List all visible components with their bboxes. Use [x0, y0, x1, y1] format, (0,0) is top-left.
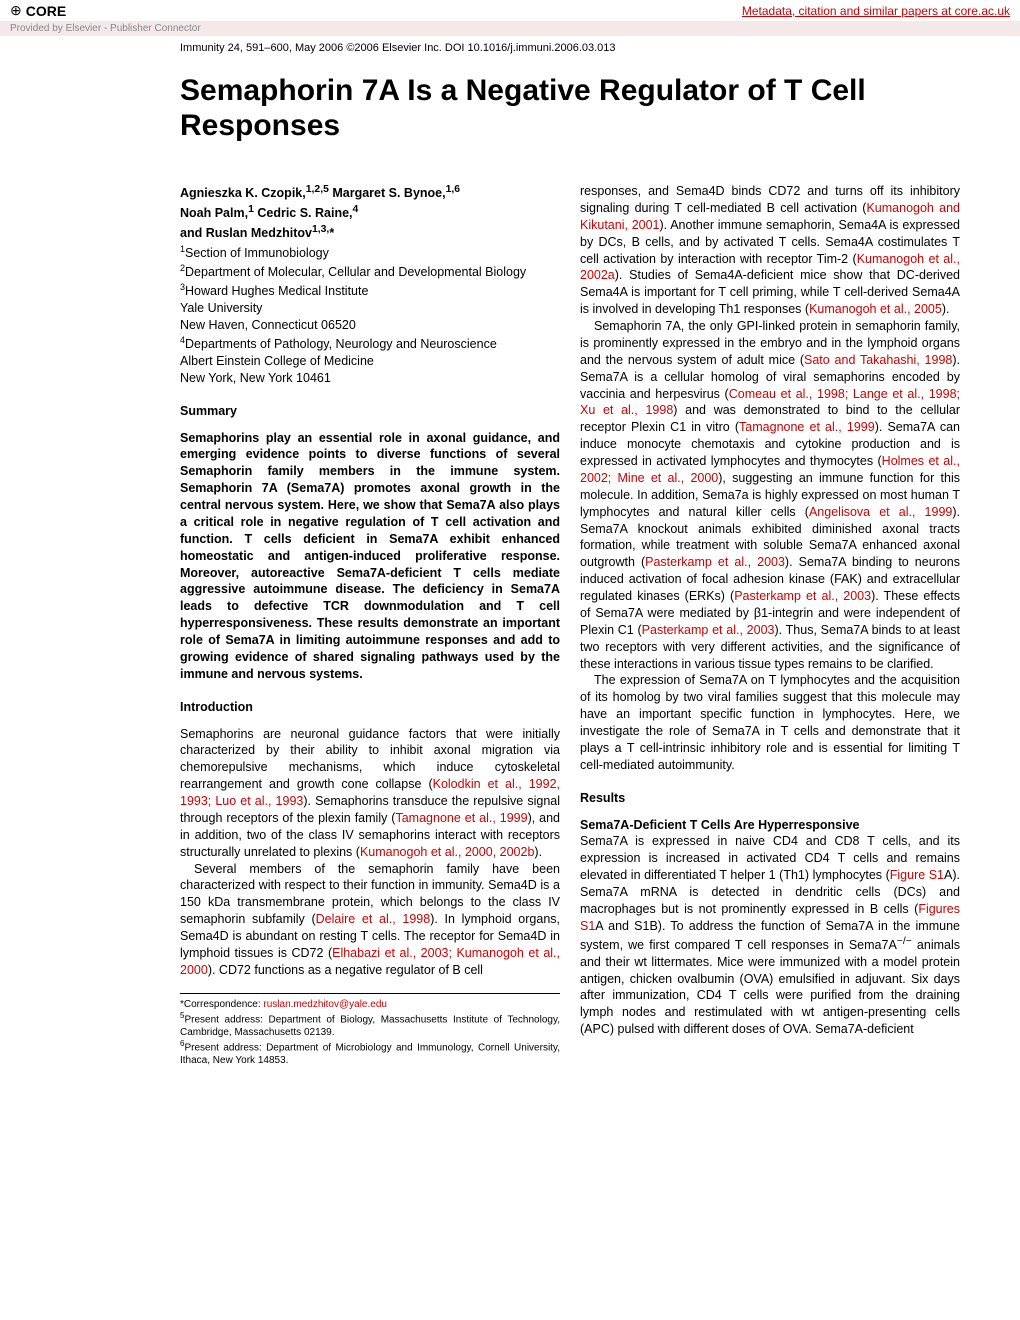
- body-text: animals and their wt littermates. Mice w…: [580, 938, 960, 1036]
- corresponding-star: *: [329, 226, 334, 240]
- authors-line-3: and Ruslan Medzhitov1,3,*: [180, 223, 560, 242]
- metadata-link[interactable]: Metadata, citation and similar papers at…: [742, 4, 1010, 18]
- results-paragraph-1: Sema7A is expressed in naive CD4 and CD8…: [580, 833, 960, 1038]
- author-name: Agnieszka K. Czopik,: [180, 186, 306, 200]
- article-title: Semaphorin 7A Is a Negative Regulator of…: [180, 74, 960, 143]
- figure-link[interactable]: Figure S1: [890, 868, 944, 882]
- author-affil-sup: 1,6: [446, 184, 460, 195]
- affiliation: 4Departments of Pathology, Neurology and…: [180, 334, 560, 353]
- reference-link[interactable]: Kumanogoh et al., 2005: [809, 302, 942, 316]
- author-affil-sup: 1,3,: [312, 224, 329, 235]
- author-affil-sup: 1,2,5: [306, 184, 329, 195]
- corr-label: *Correspondence:: [180, 999, 263, 1010]
- authors-line-2: Noah Palm,1 Cedric S. Raine,4: [180, 203, 560, 222]
- core-brand: ⊕ CORE: [10, 2, 66, 19]
- citation-line: Immunity 24, 591–600, May 2006 ©2006 Els…: [0, 36, 1020, 54]
- reference-link[interactable]: Pasterkamp et al., 2003: [645, 555, 785, 569]
- affiliation: New York, New York 10461: [180, 370, 560, 387]
- right-column: responses, and Sema4D binds CD72 and tur…: [580, 183, 960, 1067]
- affil-text: Department of Molecular, Cellular and De…: [185, 265, 526, 279]
- body-text: ).: [942, 302, 950, 316]
- correspondence-line: *Correspondence: ruslan.medzhitov@yale.e…: [180, 998, 560, 1011]
- reference-link[interactable]: Delaire et al., 1998: [316, 912, 431, 926]
- footnote-text: Present address: Department of Biology, …: [180, 1014, 560, 1038]
- affiliation: 2Department of Molecular, Cellular and D…: [180, 262, 560, 281]
- correspondence-footnotes: *Correspondence: ruslan.medzhitov@yale.e…: [180, 993, 560, 1068]
- affil-text: Departments of Pathology, Neurology and …: [185, 337, 497, 351]
- reference-link[interactable]: Angelisova et al., 1999: [809, 505, 952, 519]
- results-subheading: Sema7A-Deficient T Cells Are Hyperrespon…: [580, 817, 960, 834]
- affiliation: New Haven, Connecticut 06520: [180, 317, 560, 334]
- reference-link[interactable]: Pasterkamp et al., 2003: [734, 589, 871, 603]
- affiliation: 3Howard Hughes Medical Institute: [180, 281, 560, 300]
- reference-link[interactable]: Kumanogoh et al., 2000, 2002b: [360, 845, 534, 859]
- body-text: ). CD72 functions as a negative regulato…: [208, 963, 483, 977]
- provided-by-bar: Provided by Elsevier - Publisher Connect…: [0, 21, 1020, 36]
- body-text: ).: [534, 845, 542, 859]
- affiliation: Yale University: [180, 300, 560, 317]
- summary-text: Semaphorins play an essential role in ax…: [180, 430, 560, 683]
- summary-heading: Summary: [180, 403, 560, 420]
- authors-line-1: Agnieszka K. Czopik,1,2,5 Margaret S. By…: [180, 183, 560, 202]
- right-paragraph-2: Semaphorin 7A, the only GPI-linked prote…: [580, 318, 960, 672]
- author-name: Margaret S. Bynoe,: [329, 186, 446, 200]
- author-affil-sup: 4: [353, 204, 359, 215]
- reference-link[interactable]: Pasterkamp et al., 2003: [642, 623, 775, 637]
- core-banner: ⊕ CORE Metadata, citation and similar pa…: [0, 0, 1020, 21]
- core-logo-icon: ⊕: [10, 2, 22, 19]
- email-link[interactable]: ruslan.medzhitov@yale.edu: [263, 999, 387, 1010]
- footnote-6: 6Present address: Department of Microbio…: [180, 1039, 560, 1067]
- article-body: Semaphorin 7A Is a Negative Regulator of…: [0, 54, 1020, 1087]
- introduction-heading: Introduction: [180, 699, 560, 716]
- affiliation: Albert Einstein College of Medicine: [180, 353, 560, 370]
- core-brand-text: CORE: [26, 3, 66, 19]
- right-paragraph-1: responses, and Sema4D binds CD72 and tur…: [580, 183, 960, 318]
- results-heading: Results: [580, 790, 960, 807]
- affil-text: Section of Immunobiology: [185, 246, 329, 260]
- genotype-sup: −/−: [897, 936, 912, 947]
- affil-text: Howard Hughes Medical Institute: [185, 284, 368, 298]
- two-column-layout: Agnieszka K. Czopik,1,2,5 Margaret S. By…: [180, 183, 960, 1067]
- author-name: and Ruslan Medzhitov: [180, 226, 312, 240]
- reference-link[interactable]: Tamagnone et al., 1999: [739, 420, 875, 434]
- left-column: Agnieszka K. Czopik,1,2,5 Margaret S. By…: [180, 183, 560, 1067]
- footnote-5: 5Present address: Department of Biology,…: [180, 1011, 560, 1039]
- intro-paragraph-1: Semaphorins are neuronal guidance factor…: [180, 726, 560, 861]
- author-name: Cedric S. Raine,: [254, 206, 353, 220]
- reference-link[interactable]: Sato and Takahashi, 1998: [804, 353, 952, 367]
- intro-paragraph-2: Several members of the semaphorin family…: [180, 861, 560, 979]
- affiliation: 1Section of Immunobiology: [180, 243, 560, 262]
- reference-link[interactable]: Tamagnone et al., 1999: [395, 811, 527, 825]
- footnote-text: Present address: Department of Microbiol…: [180, 1042, 560, 1066]
- right-paragraph-3: The expression of Sema7A on T lymphocyte…: [580, 672, 960, 773]
- author-name: Noah Palm,: [180, 206, 248, 220]
